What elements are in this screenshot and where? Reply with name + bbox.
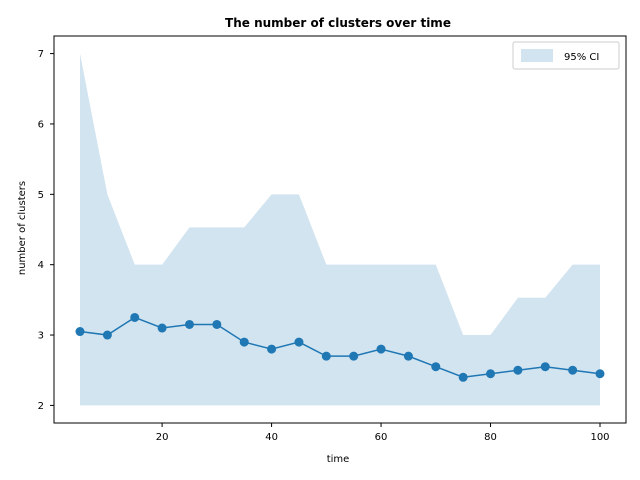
y-tick-label: 4 xyxy=(38,260,44,271)
data-point xyxy=(157,323,167,333)
ci-band-layer xyxy=(80,53,600,406)
data-point xyxy=(595,369,605,379)
y-tick-label: 6 xyxy=(38,119,44,130)
legend-box xyxy=(512,41,620,70)
data-point xyxy=(321,351,331,361)
legend-swatch-ci xyxy=(521,49,553,62)
data-point xyxy=(403,351,413,361)
data-point xyxy=(568,365,578,375)
data-point xyxy=(513,365,523,375)
series-line-layer xyxy=(79,316,601,379)
data-point xyxy=(540,362,550,372)
data-point xyxy=(130,312,140,322)
x-tick-label: 60 xyxy=(375,432,388,443)
marker-layer xyxy=(75,312,605,382)
x-ticks: 20 40 60 80 100 xyxy=(156,423,610,443)
data-point xyxy=(239,337,249,347)
data-point xyxy=(75,327,85,337)
x-tick-label: 20 xyxy=(156,432,169,443)
axes-frame xyxy=(53,35,627,424)
data-point xyxy=(376,344,386,354)
data-point xyxy=(349,351,359,361)
y-ticks: 2 3 4 5 6 7 xyxy=(38,49,54,412)
data-point xyxy=(458,372,468,382)
y-tick-label: 2 xyxy=(38,401,44,412)
y-tick-label: 5 xyxy=(38,190,44,201)
legend: 95% CI xyxy=(512,41,620,70)
data-point xyxy=(431,362,441,372)
series-line xyxy=(79,316,601,379)
x-axis-label: time xyxy=(327,454,350,465)
y-tick-label: 3 xyxy=(38,331,44,342)
y-axis-label: number of clusters xyxy=(17,181,28,275)
y-tick-label: 7 xyxy=(38,49,44,60)
data-point xyxy=(184,319,194,329)
data-point xyxy=(486,369,496,379)
data-point xyxy=(102,330,112,340)
chart-title: The number of clusters over time xyxy=(225,16,451,30)
x-tick-label: 40 xyxy=(265,432,278,443)
data-point xyxy=(267,344,277,354)
data-point xyxy=(294,337,304,347)
x-tick-label: 80 xyxy=(484,432,497,443)
ci-band xyxy=(80,53,600,406)
x-tick-label: 100 xyxy=(590,432,609,443)
data-point xyxy=(212,319,222,329)
legend-label-ci: 95% CI xyxy=(564,52,599,63)
